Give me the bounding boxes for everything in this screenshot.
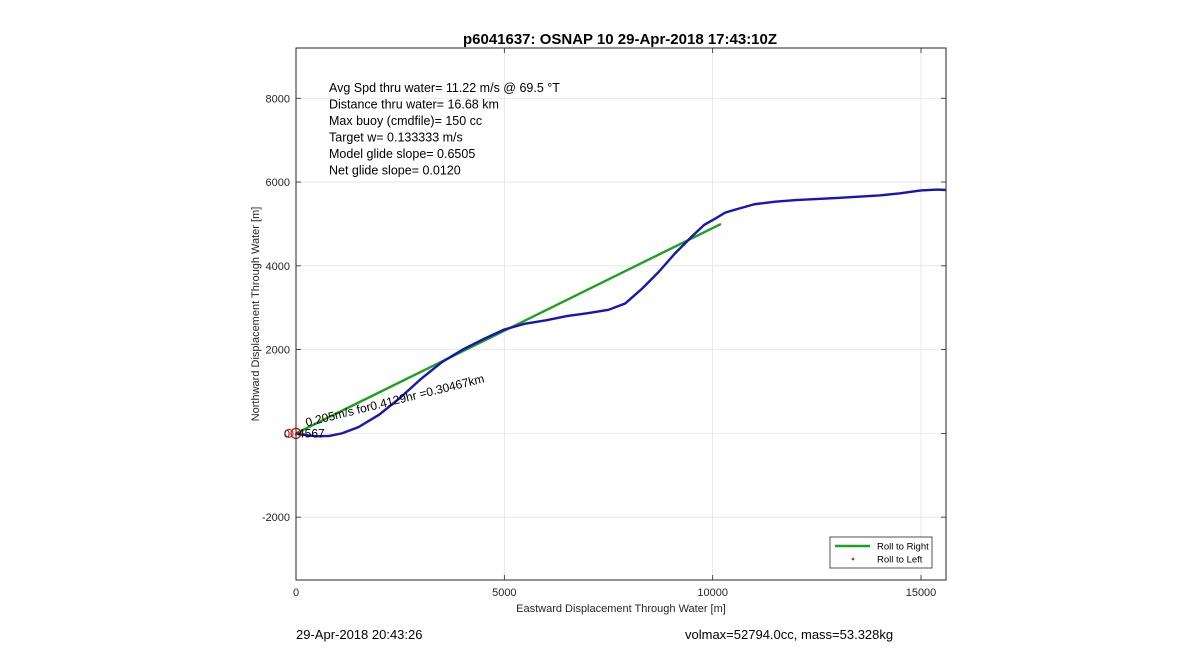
- y-tick-label: 8000: [266, 93, 290, 105]
- series-line-track: [295, 188, 947, 438]
- legend-label-roll-left: Roll to Left: [877, 555, 923, 566]
- y-tick-label: 2000: [266, 345, 290, 357]
- chart-title: p6041637: OSNAP 10 29-Apr-2018 17:43:10Z: [463, 31, 777, 48]
- stat-line: Net glide slope= 0.0120: [329, 164, 461, 178]
- stats-annotations: Avg Spd thru water= 11.22 m/s @ 69.5 °T D…: [329, 81, 560, 178]
- plot-area: [296, 48, 946, 580]
- legend-label-roll-right: Roll to Right: [877, 542, 929, 553]
- y-tick-label: -2000: [262, 512, 290, 524]
- origin-overlap-label: 4567: [298, 426, 325, 440]
- y-axis-label: Northward Displacement Through Water [m]: [250, 207, 262, 422]
- x-tick-label: 0: [293, 587, 299, 599]
- legend-swatch-roll-left: [851, 557, 855, 561]
- plot-frame: [295, 47, 947, 581]
- stat-line: Distance thru water= 16.68 km: [329, 98, 499, 112]
- stat-line: Target w= 0.133333 m/s: [329, 131, 463, 145]
- y-tick-label: 6000: [266, 177, 290, 189]
- legend-box: [829, 536, 933, 569]
- y-tick-label: 4000: [266, 261, 290, 273]
- footer-vehicle-params: volmax=52794.0cc, mass=53.328kg: [685, 627, 894, 642]
- x-tick-label: 5000: [492, 587, 516, 599]
- y-tick-label: 0: [284, 428, 290, 440]
- x-tick-label: 15000: [906, 587, 937, 599]
- stat-line: Avg Spd thru water= 11.22 m/s @ 69.5 °T: [329, 81, 560, 95]
- stat-line: Model glide slope= 0.6505: [329, 147, 475, 161]
- legend: Roll to Right Roll to Left: [829, 536, 933, 569]
- grid-lines: [295, 48, 946, 580]
- axis-ticks: 0 5000 10000 15000 -2000 0 2000 4000 6000 8000: [262, 48, 946, 599]
- footer-timestamp: 29-Apr-2018 20:43:26: [296, 627, 423, 642]
- origin-marker-offset: [284, 428, 294, 438]
- x-axis-label: Eastward Displacement Through Water [m]: [516, 603, 726, 615]
- x-tick-label: 10000: [697, 587, 728, 599]
- stat-line: Max buoy (cmdfile)= 150 cc: [329, 114, 482, 128]
